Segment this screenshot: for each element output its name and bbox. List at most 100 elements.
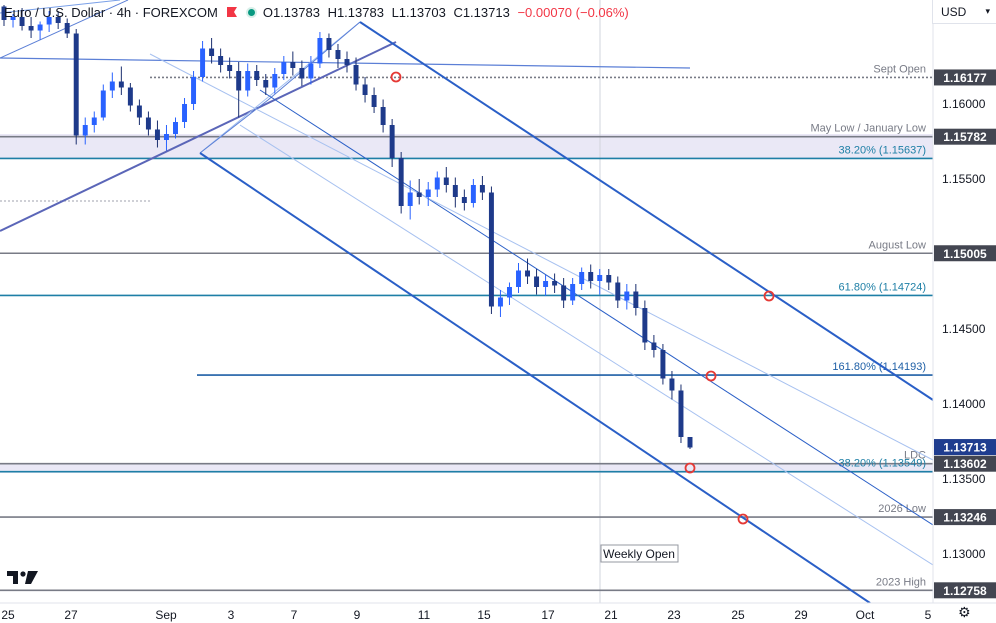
level-label-6: LDC [904, 450, 926, 462]
candle [200, 41, 206, 82]
market-status-icon [245, 6, 257, 18]
x-tick-label: 15 [477, 608, 491, 622]
candle [299, 60, 305, 86]
open-value: O1.13783 [262, 4, 320, 20]
candle [73, 29, 79, 145]
x-tick-label: 17 [541, 608, 555, 622]
candle [353, 57, 359, 91]
candle [173, 117, 178, 139]
last-price-label: 1.13713 [943, 441, 987, 455]
x-tick-label: 25 [731, 608, 745, 622]
candle [154, 120, 160, 148]
level-price-label-0: 1.16177 [943, 71, 987, 85]
candle [633, 284, 639, 316]
level-label-2: 38.20% (1.15637) [839, 144, 926, 156]
candle [209, 38, 215, 64]
candle [163, 125, 169, 151]
trendline-11[interactable] [149, 53, 933, 461]
chart-header: Euro / U.S. Dollar · 4h · FOREXCOM O1.13… [0, 0, 633, 24]
candle [64, 18, 70, 38]
trendline-4[interactable] [199, 21, 361, 154]
x-tick-label: 29 [794, 608, 808, 622]
level-price-label-3: 1.15005 [943, 247, 987, 261]
candle [28, 17, 34, 38]
candle [506, 282, 512, 305]
candle [407, 180, 413, 220]
candle [579, 267, 585, 290]
close-value: C1.13713 [453, 4, 510, 20]
candle [236, 62, 242, 118]
symbol-title[interactable]: Euro / U.S. Dollar · 4h · FOREXCOM [4, 4, 218, 20]
candle [263, 74, 269, 95]
gear-icon[interactable]: ⚙ [958, 604, 971, 620]
trendline-3[interactable] [0, 0, 129, 59]
weekly-open-annotation: Weekly Open [603, 547, 675, 561]
level-price-tag-8 [934, 509, 996, 526]
tradingview-logo-icon[interactable] [7, 569, 39, 590]
candle [109, 72, 115, 98]
candle [344, 51, 350, 73]
trendline-10[interactable] [239, 124, 933, 566]
y-tick-label: 1.13500 [942, 472, 986, 486]
level-price-tag-6 [934, 455, 996, 472]
candle [308, 56, 314, 85]
candle [470, 179, 476, 208]
candle [136, 99, 142, 125]
candle [552, 273, 558, 293]
candle [597, 269, 603, 295]
trendline-7[interactable] [359, 21, 933, 401]
candle [272, 68, 278, 94]
candle [588, 264, 594, 289]
currency-label: USD [941, 4, 967, 19]
high-value: H1.13783 [327, 4, 384, 20]
candle [82, 117, 88, 145]
candle [624, 284, 630, 310]
candle [326, 33, 332, 58]
candle [687, 437, 693, 449]
x-tick-label: Sep [155, 608, 177, 622]
candle [254, 65, 260, 86]
candle [335, 44, 341, 68]
flag-icon[interactable] [226, 6, 238, 18]
trendline-2[interactable] [0, 0, 121, 14]
level-price-tag-3 [934, 245, 996, 262]
y-tick-label: 1.16000 [942, 97, 986, 111]
candle [182, 98, 188, 128]
level-price-label-1: 1.15782 [943, 130, 987, 144]
candle [416, 179, 422, 205]
candle [371, 87, 377, 113]
last-price-tag [934, 439, 996, 456]
candle [651, 335, 657, 358]
trendline-9[interactable] [259, 89, 933, 526]
y-tick-label: 1.14500 [942, 322, 986, 336]
level-label-9: 2023 High [876, 576, 926, 588]
currency-selector[interactable]: USD ▾ [932, 0, 996, 24]
ohlc-values: O1.13783 H1.13783 L1.13703 C1.13713 −0.0… [263, 5, 633, 20]
level-price-label-8: 1.13246 [943, 511, 987, 525]
candle [516, 263, 521, 293]
candle [218, 48, 224, 73]
candle [561, 278, 567, 308]
candle [606, 269, 612, 290]
x-tick-label: 21 [604, 608, 618, 622]
candle [534, 269, 540, 295]
level-label-7: 38.20% (1.13549) [839, 458, 926, 470]
x-tick-label: 23 [667, 608, 681, 622]
trendline-6[interactable] [267, 21, 361, 101]
candle [669, 371, 675, 400]
candle [281, 56, 287, 80]
trendline-8[interactable] [199, 152, 871, 603]
candle [443, 167, 449, 193]
level-price-tag-9 [934, 582, 996, 599]
trendline-0[interactable] [0, 41, 397, 232]
candle [452, 177, 458, 208]
candle [398, 152, 404, 214]
x-tick-label: Oct [856, 608, 875, 622]
x-tick-label: 25 [1, 608, 15, 622]
touch-marker-4 [737, 513, 749, 525]
candle [389, 119, 395, 167]
candle [37, 21, 43, 40]
level-label-5: 161.80% (1.14193) [832, 361, 926, 373]
candle [461, 189, 467, 211]
